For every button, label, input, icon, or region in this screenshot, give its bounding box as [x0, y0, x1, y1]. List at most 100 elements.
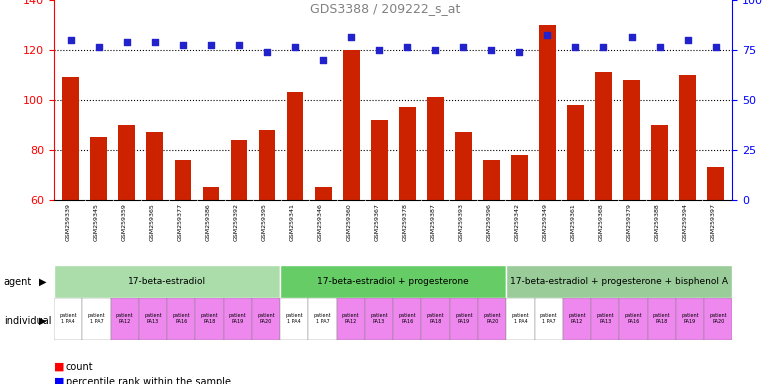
Text: patient
PA20: patient PA20 — [483, 313, 501, 324]
FancyBboxPatch shape — [280, 265, 507, 298]
Point — [682, 37, 694, 43]
Text: GSM259339: GSM259339 — [66, 203, 71, 241]
Bar — [679, 75, 696, 349]
Bar — [427, 97, 443, 349]
FancyBboxPatch shape — [507, 265, 732, 298]
Text: patient
PA19: patient PA19 — [455, 313, 473, 324]
Point — [345, 35, 357, 41]
Point — [261, 50, 273, 56]
FancyBboxPatch shape — [449, 298, 478, 340]
Point — [625, 35, 638, 41]
Text: 17-beta-estradiol + progesterone: 17-beta-estradiol + progesterone — [318, 277, 469, 286]
Text: count: count — [66, 362, 93, 372]
Text: GSM259349: GSM259349 — [543, 203, 547, 241]
Text: GSM259361: GSM259361 — [571, 203, 575, 241]
FancyBboxPatch shape — [478, 298, 507, 340]
Text: 17-beta-estradiol: 17-beta-estradiol — [128, 277, 206, 286]
Point — [569, 44, 581, 50]
Text: patient
PA13: patient PA13 — [597, 313, 614, 324]
Text: GSM259396: GSM259396 — [487, 203, 491, 241]
FancyBboxPatch shape — [704, 298, 732, 340]
Text: individual: individual — [4, 316, 52, 326]
FancyBboxPatch shape — [82, 298, 110, 340]
FancyBboxPatch shape — [619, 298, 648, 340]
Text: percentile rank within the sample: percentile rank within the sample — [66, 377, 231, 384]
Point — [121, 40, 133, 46]
FancyBboxPatch shape — [54, 265, 280, 298]
FancyBboxPatch shape — [393, 298, 422, 340]
Text: GSM259346: GSM259346 — [318, 203, 323, 241]
Text: patient
1 PA7: patient 1 PA7 — [88, 313, 105, 324]
Bar — [343, 50, 359, 349]
Point — [653, 44, 665, 50]
Text: GSM259367: GSM259367 — [374, 203, 379, 241]
Text: patient
PA16: patient PA16 — [399, 313, 416, 324]
Bar — [90, 137, 107, 349]
Text: GSM259386: GSM259386 — [206, 203, 211, 241]
Text: patient
PA13: patient PA13 — [370, 313, 388, 324]
Point — [317, 57, 329, 63]
FancyBboxPatch shape — [676, 298, 704, 340]
FancyBboxPatch shape — [195, 298, 224, 340]
Bar — [62, 78, 79, 349]
Bar — [455, 132, 472, 349]
Text: patient
PA18: patient PA18 — [427, 313, 444, 324]
Text: GSM259377: GSM259377 — [178, 203, 183, 241]
Text: patient
PA18: patient PA18 — [653, 313, 671, 324]
Point — [65, 37, 77, 43]
Point — [373, 47, 386, 53]
Bar — [511, 155, 528, 349]
FancyBboxPatch shape — [280, 298, 308, 340]
FancyBboxPatch shape — [308, 298, 337, 340]
Text: GSM259365: GSM259365 — [150, 203, 155, 241]
Point — [513, 50, 526, 56]
FancyBboxPatch shape — [139, 298, 167, 340]
Point — [93, 44, 105, 50]
Point — [149, 40, 161, 46]
Text: patient
PA12: patient PA12 — [116, 313, 133, 324]
Bar — [651, 125, 668, 349]
FancyBboxPatch shape — [534, 298, 563, 340]
Point — [541, 32, 554, 38]
Point — [485, 47, 497, 53]
FancyBboxPatch shape — [422, 298, 449, 340]
Text: patient
1 PA7: patient 1 PA7 — [540, 313, 557, 324]
Text: GSM259388: GSM259388 — [655, 203, 659, 241]
Bar — [258, 130, 275, 349]
FancyBboxPatch shape — [167, 298, 195, 340]
Bar — [399, 107, 416, 349]
Text: patient
PA18: patient PA18 — [200, 313, 218, 324]
Text: patient
PA12: patient PA12 — [568, 313, 586, 324]
Text: GSM259392: GSM259392 — [234, 203, 239, 241]
FancyBboxPatch shape — [563, 298, 591, 340]
Bar — [146, 132, 163, 349]
Text: GSM259379: GSM259379 — [627, 203, 631, 241]
Bar — [539, 25, 556, 349]
Text: patient
PA19: patient PA19 — [682, 313, 699, 324]
Text: patient
PA19: patient PA19 — [229, 313, 247, 324]
Text: GSM259378: GSM259378 — [402, 203, 407, 241]
Bar — [371, 120, 388, 349]
Text: patient
1 PA7: patient 1 PA7 — [314, 313, 332, 324]
FancyBboxPatch shape — [110, 298, 139, 340]
Text: GSM259393: GSM259393 — [458, 203, 463, 241]
Text: ▶: ▶ — [39, 277, 46, 287]
Bar — [567, 105, 584, 349]
Text: GSM259345: GSM259345 — [94, 203, 99, 241]
Point — [598, 44, 610, 50]
Text: ▶: ▶ — [39, 316, 46, 326]
Text: GSM259342: GSM259342 — [514, 203, 520, 241]
FancyBboxPatch shape — [54, 298, 82, 340]
Text: GSM259341: GSM259341 — [290, 203, 295, 241]
FancyBboxPatch shape — [591, 298, 619, 340]
Text: GSM259394: GSM259394 — [682, 203, 688, 241]
Text: patient
1 PA4: patient 1 PA4 — [285, 313, 303, 324]
Text: patient
PA16: patient PA16 — [625, 313, 642, 324]
Text: agent: agent — [4, 277, 32, 287]
Bar — [203, 187, 220, 349]
Bar — [483, 160, 500, 349]
Point — [457, 44, 470, 50]
Text: GSM259387: GSM259387 — [430, 203, 436, 241]
Text: patient
PA20: patient PA20 — [258, 313, 274, 324]
Point — [709, 44, 722, 50]
